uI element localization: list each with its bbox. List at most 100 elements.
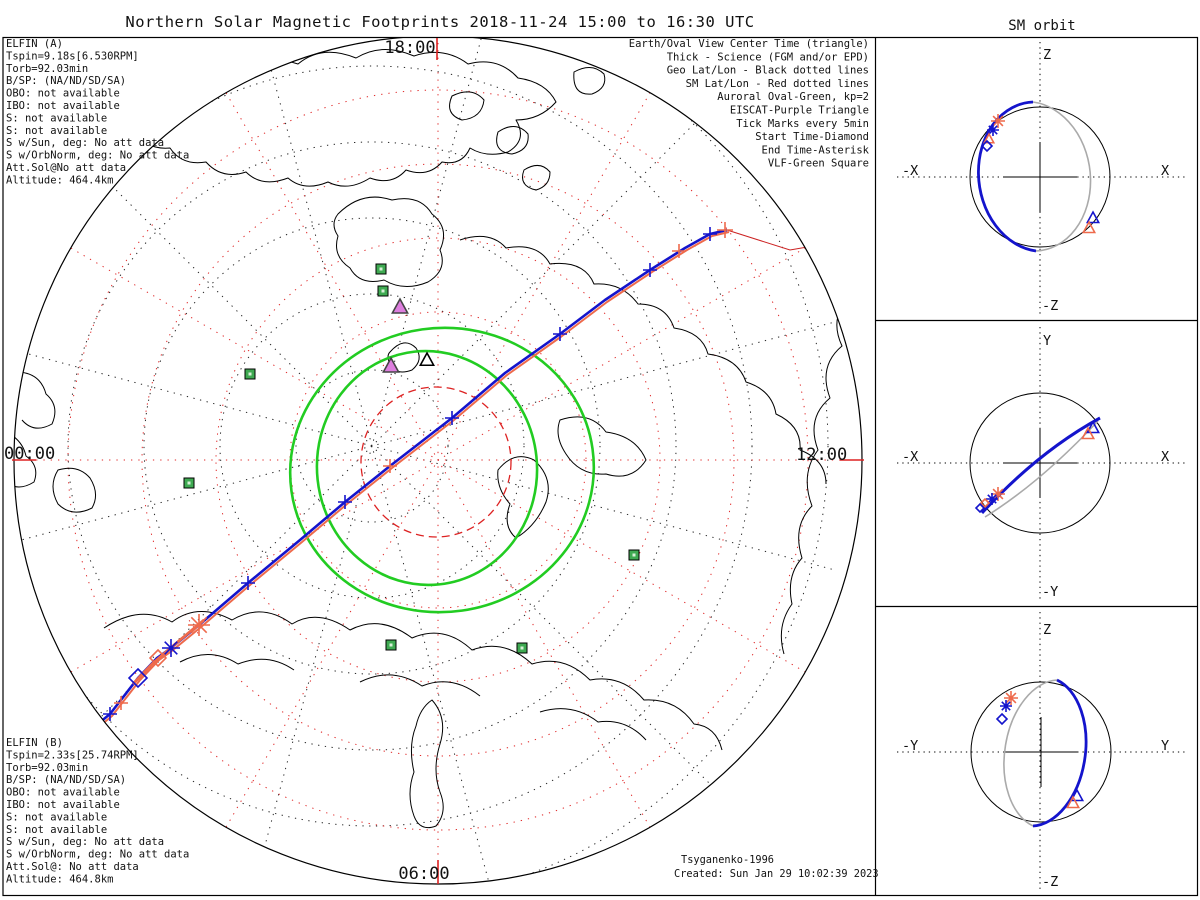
page-title: Northern Solar Magnetic Footprints 2018-… [125,13,754,31]
legend-line: Geo Lat/Lon - Black dotted lines [667,65,869,77]
legend-line: EISCAT-Purple Triangle [730,105,869,117]
asterisk-marker [991,114,1005,128]
diamond-marker [127,667,149,689]
plus-marker [445,411,459,425]
orbit-front-arc [1032,678,1088,828]
elfin-a-line: B/SP: (NA/ND/SD/SA) [6,75,126,87]
legend-line: VLF-Green Square [768,158,869,170]
asterisk-marker [986,493,998,505]
elfin-a-line: S: not available [6,125,107,137]
legend-line: End Time-Asterisk [762,144,870,156]
elfin-b-line: S: not available [6,811,107,823]
triangle-open-marker [1081,220,1097,234]
elfin-a-title: ELFIN (A) [6,38,63,50]
plus-marker [717,222,733,238]
elfin-a-line: OBO: not available [6,88,120,100]
plus-marker [241,576,255,590]
diamond-marker [980,139,994,153]
triangle-marker [382,356,400,373]
sm-grid [14,38,862,884]
elfin-b-line: OBO: not available [6,787,120,799]
mlt-label-00: 00:00 [4,444,55,464]
sm-inner-ring [360,386,512,538]
triangle-open-marker [1069,788,1085,802]
diamond-marker [148,648,168,668]
orbit-panel-yz: Z -Z -Y Y [897,612,1185,891]
legend-line: Earth/Oval View Center Time (triangle) [629,38,869,50]
earth-cross [1005,717,1078,787]
plus-marker [114,696,128,710]
triangle-open-marker [1085,420,1101,434]
triangle-open-marker [1080,426,1096,440]
vlf-station-square-dot [248,372,252,376]
axis-label-right: Y [1161,738,1169,754]
elfin-b-line: S: not available [6,824,107,836]
triangle-open-marker [1085,210,1101,224]
plus-marker [703,227,717,241]
elfin-b-line: B/SP: (NA/ND/SD/SA) [6,774,126,786]
elfin-a-line: Tspin=9.18s[6.530RPM] [6,50,139,62]
elfin-a-line: S: not available [6,112,107,124]
axis-label-bottom: -Z [1042,298,1058,314]
earth-cross [1004,142,1077,212]
earth-circle [969,392,1111,534]
plus-marker [338,495,352,509]
footprint-extension [726,229,861,251]
auroral-oval [288,326,596,614]
mlt-label-06: 06:00 [398,864,449,884]
asterisk-marker [1000,700,1012,712]
legend-line: Thick - Science (FGM and/or EPD) [667,51,869,63]
station-layer [183,263,640,654]
elfin-b-line: S w/Sun, deg: No att data [6,836,164,848]
elfin-a-line: Altitude: 464.4km [6,174,113,186]
axis-label-left: -X [902,449,918,465]
plus-marker [383,459,397,473]
triangle-marker [391,297,409,314]
axis-label-right: X [1161,163,1169,179]
axis-label-left: -Y [902,738,918,754]
earth-circle [969,106,1111,248]
mlt-label-12: 12:00 [796,445,847,465]
panel-axes [897,327,1185,602]
elfin-a-line: Torb=92.03min [6,63,88,75]
plus-marker [553,327,567,341]
vlf-station-square-dot [379,267,383,271]
elfin-b-title: ELFIN (B) [6,737,63,749]
map-legend: Earth/Oval View Center Time (triangle) T… [629,38,870,170]
elfin-a-line: Att.Sol@No att data [6,162,126,174]
asterisk-marker [188,614,210,636]
panel-axes [897,42,1185,314]
vlf-station-square-dot [187,481,191,485]
orbit-back-arc [1003,679,1058,827]
map-boundary [12,38,864,885]
orbit-back-arc [984,420,1099,518]
elfin-b-line: S w/OrbNorm, deg: No att data [6,849,189,861]
axis-label-top: Z [1043,47,1051,63]
orbit-panel-xy: Y -Y -X X [897,327,1185,602]
elfin-a-line: S w/Sun, deg: No att data [6,137,164,149]
coastlines [14,49,862,829]
elfin-b-line: Torb=92.03min [6,762,88,774]
elfin-b-line: Tspin=2.33s[25.74RPM] [6,749,139,761]
axis-label-left: -X [902,163,918,179]
asterisk-marker [1004,691,1018,705]
mlt-label-18: 18:00 [384,38,435,58]
axis-label-right: X [1161,449,1169,465]
legend-line: Auroral Oval-Green, kp=2 [717,91,869,103]
axis-label-bottom: -Z [1042,874,1058,890]
footprint-layer [43,222,861,777]
earth-circle [970,681,1112,823]
diamond-marker [979,497,991,509]
elfin-a-info: ELFIN (A) Tspin=9.18s[6.530RPM] Torb=92.… [6,38,189,186]
elfin-b-line: IBO: not available [6,799,120,811]
asterisk-marker [991,487,1005,501]
axis-label-top: Y [1043,333,1051,349]
vlf-station-square-dot [520,646,524,650]
vlf-station-square-dot [381,289,385,293]
axis-label-top: Z [1043,622,1051,638]
panel-marker-layer [974,114,1101,809]
triangle-open-marker [419,351,435,367]
legend-line: SM Lat/Lon - Red dotted lines [686,78,869,90]
